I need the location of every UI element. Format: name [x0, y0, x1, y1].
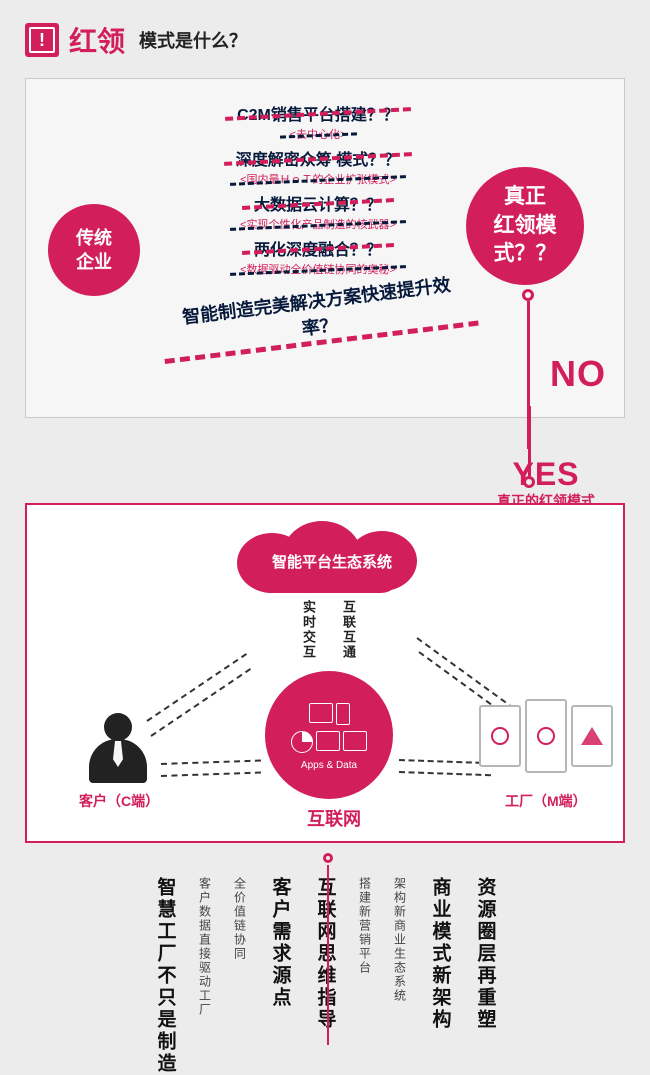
vertical-column: 资源圈层再重塑: [472, 877, 499, 1075]
arrow-line: [399, 759, 491, 764]
vertical-column: 搭建新营销平台: [357, 877, 374, 1075]
gear-icon: [491, 727, 509, 745]
hongling-circle: 真正 红领模 式？？: [466, 167, 584, 285]
vertical-columns: 智慧工厂不只是制造 客户数据直接驱动工厂 全价值链协同 客户需求源点互联网思维指导搭建…: [25, 853, 625, 1075]
factory-label: 工厂（M端）: [505, 791, 587, 811]
slashed-questions: C2M销售平台搭建？？ <去中心化> 深度解密众筹 模式？？ <国内最ＨｏＴ的企…: [168, 101, 468, 342]
ecosystem-box: 智能平台生态系统 实时交互 互联互通 Apps & Data 互联网 客户（C端…: [25, 503, 625, 843]
exclamation-icon: !: [25, 23, 59, 57]
arrow-line: [399, 771, 491, 776]
bottom-columns-section: 智慧工厂不只是制造客户数据直接驱动工厂全价值链协同客户需求源点互联网思维指导搭建…: [25, 853, 625, 1053]
arrow-line: [161, 772, 261, 777]
realtime-label: 实时交互: [299, 600, 318, 660]
cloud-node: 智能平台生态系统: [237, 525, 427, 587]
vertical-column: 架构新商业生态系统: [392, 877, 409, 1075]
internet-label: 互联网: [307, 805, 361, 831]
question-box: 传统 企业 真正 红领模 式？？ C2M销售平台搭建？？ <去中心化> 深度解密…: [25, 78, 625, 418]
slash-item: 两化深度融合？？ <数据驱动全价值链协同的奥秘>: [168, 236, 468, 278]
pie-icon: [291, 731, 313, 753]
traditional-circle: 传统 企业: [48, 204, 140, 296]
laptop-icon: [309, 703, 333, 723]
vertical-column: 客户数据直接驱动工厂: [197, 877, 214, 1075]
arrow-line: [416, 637, 514, 709]
vertical-column: 全价值链协同: [232, 877, 249, 1075]
interconnect-label: 互联互通: [339, 600, 358, 660]
connector-dot: [522, 289, 534, 301]
slash-item: 大数据云计算？？ <实现个性化产品制造的核武器>: [168, 191, 468, 233]
doc-icon: [316, 731, 340, 751]
factory-icon: [479, 705, 613, 773]
arrow-line: [146, 653, 247, 722]
slash-item: 深度解密众筹 模式？？ <国内最ＨｏＴ的企业扩张模式>: [168, 146, 468, 188]
camera-icon: [343, 731, 367, 751]
infographic-page: ! 红领 模式是什么？ 传统 企业 真正 红领模 式？？ C2M销售平台搭建？？…: [0, 0, 650, 1073]
arrow-line: [150, 668, 251, 737]
vertical-column: 客户需求源点: [267, 877, 294, 1075]
connector-section: YES 真正的红领模式: [25, 428, 625, 503]
phone-icon: [336, 703, 350, 725]
customer-icon: [89, 713, 147, 783]
customer-label: 客户（C端）: [79, 791, 159, 811]
heading-red: 红领: [69, 20, 125, 60]
gear-icon: [537, 727, 555, 745]
vertical-column: 商业模式新架构: [427, 877, 454, 1075]
connector-dot: [323, 853, 333, 863]
final-question: 智能制造完美解决方案快速提升效率？: [168, 281, 468, 339]
heading: ! 红领 模式是什么？: [25, 20, 625, 60]
slash-item: C2M销售平台搭建？？ <去中心化>: [168, 101, 468, 143]
vertical-column: 智慧工厂不只是制造: [152, 877, 179, 1075]
heading-black: 模式是什么？: [139, 27, 247, 53]
no-label: NO: [550, 353, 606, 395]
vertical-column: 互联网思维指导: [312, 877, 339, 1075]
connector-line: [327, 865, 329, 1045]
prism-icon: [581, 727, 603, 745]
arrow-line: [161, 760, 261, 765]
internet-node: Apps & Data: [265, 671, 393, 799]
